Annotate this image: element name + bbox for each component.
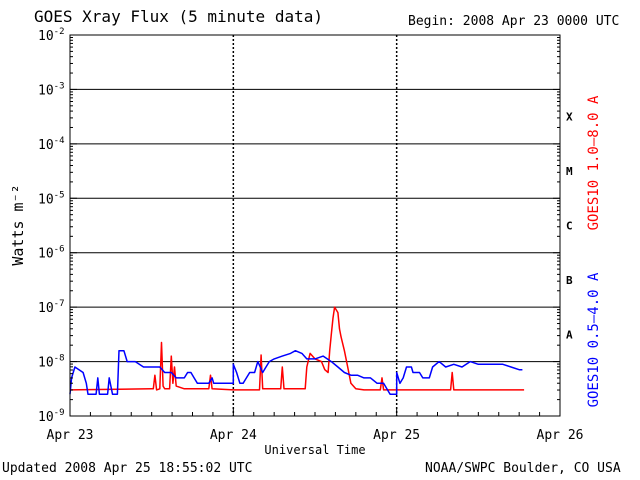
- begin-time: Begin: 2008 Apr 23 0000 UTC: [408, 14, 620, 29]
- x-tick-label: Apr 23: [47, 428, 94, 443]
- legend-series-blue: GOES10 0.5–4.0 A: [586, 272, 602, 407]
- flare-class-c: C: [566, 220, 573, 233]
- chart-title: GOES Xray Flux (5 minute data): [34, 7, 323, 26]
- x-axis: Apr 23 Apr 24 Apr 25 Apr 26: [47, 408, 584, 443]
- x-tick-label: Apr 26: [537, 428, 584, 443]
- updated-time: Updated 2008 Apr 25 18:55:02 UTC: [2, 461, 253, 476]
- flare-class-a: A: [566, 328, 573, 341]
- x-tick-label: Apr 24: [210, 428, 257, 443]
- y-tick-label: 10-8: [38, 354, 65, 371]
- y-tick-label: 10-6: [38, 245, 65, 262]
- series-line-blue: [69, 349, 523, 395]
- credit: NOAA/SWPC Boulder, CO USA: [425, 461, 621, 476]
- x-axis-label: Universal Time: [264, 443, 365, 457]
- y-tick-label: 10-9: [38, 408, 65, 425]
- x-tick-label: Apr 25: [373, 428, 420, 443]
- y-tick-label: 10-7: [38, 299, 65, 316]
- y-axis-label: Watts m⁻²: [9, 184, 27, 265]
- y-tick-label: 10-3: [38, 81, 65, 98]
- flare-class-x: X: [566, 111, 573, 124]
- plot-background: [70, 35, 560, 416]
- flare-class-labels: A B C M X: [566, 111, 573, 342]
- legend-series-red: GOES10 1.0–8.0 A: [586, 95, 602, 230]
- y-tick-label: 10-5: [38, 190, 65, 207]
- series-line-red: [69, 306, 525, 391]
- y-tick-label: 10-4: [38, 136, 65, 153]
- y-tick-label: 10-2: [38, 27, 65, 44]
- series-layer: [69, 306, 525, 395]
- flare-class-b: B: [566, 274, 573, 287]
- flare-class-m: M: [566, 165, 573, 178]
- grid: [70, 35, 560, 416]
